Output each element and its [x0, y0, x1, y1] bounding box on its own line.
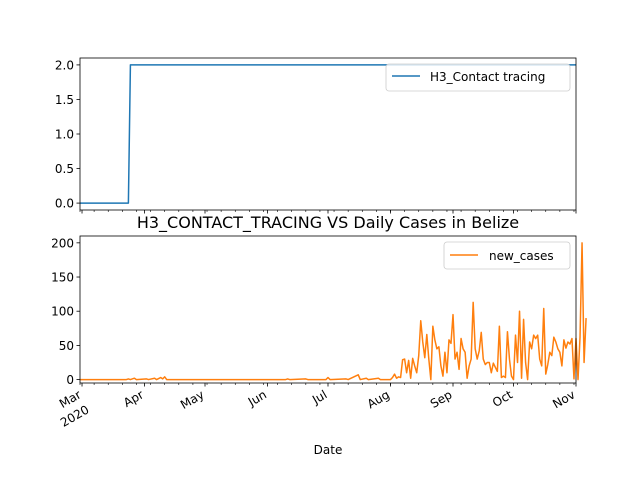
- top-legend-label: H3_Contact tracing: [430, 70, 545, 84]
- bottom-legend-label: new_cases: [489, 249, 554, 263]
- y-tick-label: 1.0: [55, 128, 74, 142]
- top-axes-ticks: 0.0 0.5 1.0 1.5 2.0: [55, 58, 577, 214]
- top-legend-box: [385, 63, 571, 92]
- bottom-chart-title: H3_CONTACT_TRACING VS Daily Cases in Bel…: [137, 213, 519, 233]
- top-legend: H3_Contact tracing: [385, 63, 571, 92]
- series-line-h3-contact-tracing: [80, 64, 576, 204]
- y-tick-label: 0.0: [55, 197, 74, 211]
- bottom-plot-area: [80, 242, 587, 381]
- top-plot-area: [80, 64, 576, 204]
- y-tick-label: 50: [59, 339, 74, 353]
- series-line-new-cases: [80, 242, 587, 381]
- y-tick-label: 0.5: [55, 162, 74, 176]
- x-tick-label: Jul: [309, 387, 329, 407]
- y-tick-label: 100: [51, 305, 74, 319]
- top-axes: 0.0 0.5 1.0 1.5 2.0 H3_Contact tracing: [55, 57, 577, 214]
- y-tick-label: 150: [51, 271, 74, 285]
- y-tick-label: 1.5: [55, 93, 74, 107]
- x-axis-label: Date: [314, 443, 343, 457]
- bottom-legend-box: [443, 241, 571, 270]
- y-tick-label: 2.0: [55, 58, 74, 72]
- y-tick-label: 0: [66, 373, 74, 387]
- bottom-legend: new_cases: [443, 241, 571, 270]
- y-tick-label: 200: [51, 236, 74, 250]
